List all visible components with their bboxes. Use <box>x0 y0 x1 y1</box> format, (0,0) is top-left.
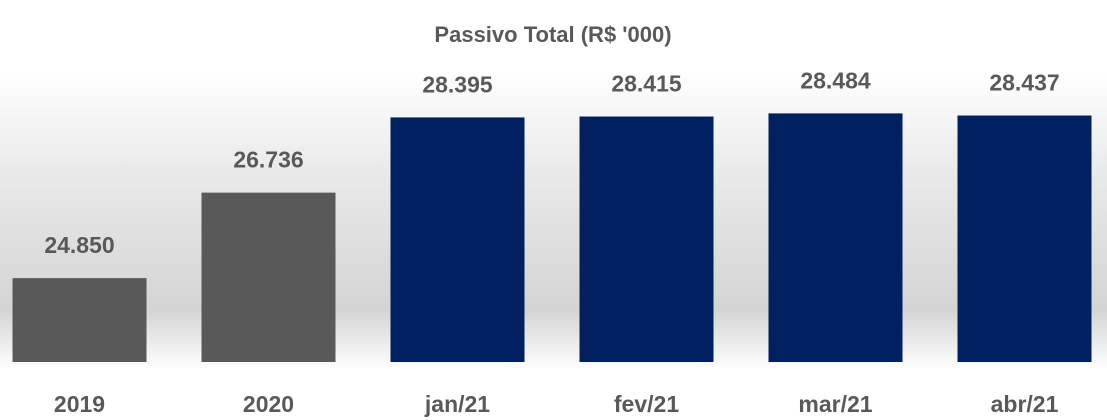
value-label: 24.850 <box>44 232 114 258</box>
bar <box>957 115 1092 362</box>
value-label: 28.484 <box>800 67 871 93</box>
x-tick-label: jan/21 <box>424 391 490 417</box>
bar <box>768 113 903 362</box>
x-tick-label: 2020 <box>243 391 294 417</box>
x-tick-label: 2019 <box>54 391 105 417</box>
bar <box>12 278 147 362</box>
value-label: 28.415 <box>611 71 682 97</box>
value-label: 28.437 <box>989 70 1059 96</box>
bar <box>390 117 525 362</box>
chart-title: Passivo Total (R$ '000) <box>434 22 671 47</box>
x-tick-label: abr/21 <box>991 391 1059 417</box>
x-tick-label: mar/21 <box>798 391 872 417</box>
x-tick-label: fev/21 <box>614 391 679 417</box>
bar <box>579 116 714 363</box>
value-label: 28.395 <box>422 72 493 98</box>
background-band <box>0 70 1107 370</box>
bar <box>201 192 336 362</box>
value-label: 26.736 <box>233 147 303 173</box>
